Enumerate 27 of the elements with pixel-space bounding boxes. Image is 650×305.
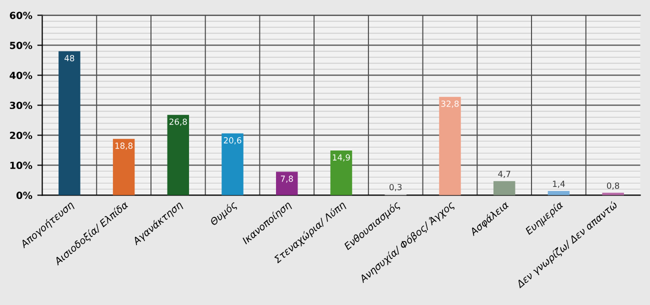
data-label: 32,8: [441, 100, 459, 108]
bar: [167, 114, 190, 196]
bar: [276, 172, 298, 196]
bar: [222, 133, 244, 196]
data-label: 0,8: [606, 182, 620, 190]
y-tick-label: 10%: [10, 162, 32, 170]
bar: [58, 51, 80, 196]
y-tick-label: 60%: [10, 12, 32, 20]
bar: [493, 181, 516, 196]
bar: [330, 150, 352, 196]
y-tick-label: 20%: [10, 132, 32, 140]
data-label: 7,8: [280, 176, 293, 183]
data-label: 1,4: [552, 180, 565, 188]
bar: [548, 191, 570, 196]
bar: [112, 138, 135, 196]
y-tick-label: 30%: [10, 102, 32, 110]
data-label: 0,3: [390, 184, 402, 192]
y-tick-label: 0%: [16, 192, 32, 200]
data-label: 18,8: [115, 142, 133, 150]
y-tick-label: 40%: [10, 72, 32, 80]
data-label: 26,8: [169, 118, 187, 126]
y-tick-label: 50%: [10, 42, 32, 50]
data-label: 48: [64, 54, 74, 62]
data-label: 4,7: [498, 170, 510, 178]
data-label: 14,9: [332, 154, 350, 162]
data-label: 20,6: [224, 137, 242, 144]
bar: [439, 96, 461, 196]
